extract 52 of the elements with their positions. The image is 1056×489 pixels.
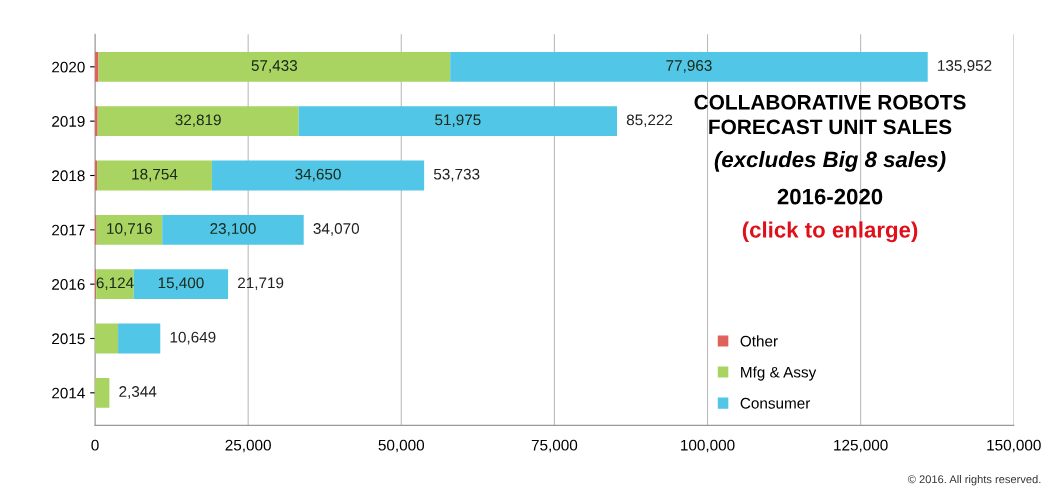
bar	[118, 323, 161, 354]
data-label: 32,819	[175, 114, 221, 128]
y-tick-label: 2016	[52, 279, 85, 290]
total-label: 85,222	[626, 114, 673, 128]
y-tick-label: 2015	[52, 333, 85, 345]
y-tick-label: 2020	[52, 61, 85, 73]
data-label: 6,124	[96, 277, 134, 291]
bar	[96, 269, 134, 300]
x-tick-label: 150,000	[987, 439, 1041, 453]
y-tick-label: 2014	[52, 387, 85, 399]
bar	[162, 214, 304, 245]
bar	[95, 377, 110, 408]
legend-label: Consumer	[740, 397, 811, 409]
x-tick-label: 125,000	[834, 439, 888, 453]
total-label: 53,733	[433, 168, 480, 182]
total-label: 135,952	[938, 60, 992, 73]
annotation: 2016-2020	[777, 188, 883, 205]
data-label: 77,963	[666, 60, 712, 73]
bar	[133, 269, 229, 300]
x-tick-label: 0	[91, 439, 99, 451]
text: (excludes Big 8 sales)	[714, 151, 946, 172]
total-label: 21,719	[238, 277, 284, 291]
data-label: 34,650	[295, 168, 341, 182]
bar	[96, 214, 163, 245]
x-tick-label: 75,000	[531, 439, 578, 453]
text: © 2016. All rights reserved.	[907, 475, 1041, 486]
legend-label: Other	[740, 335, 778, 347]
data-label: 10,716	[107, 223, 153, 236]
total-label: 2,344	[119, 386, 157, 399]
x-tick-label: 25,000	[225, 439, 271, 453]
data-label: 23,100	[210, 223, 256, 236]
data-label: 57,433	[251, 60, 298, 73]
annotation: (click to enlarge)	[742, 221, 918, 243]
data-label: 15,400	[158, 277, 204, 291]
x-tick-label: 50,000	[378, 439, 425, 453]
total-label: 34,070	[313, 223, 360, 236]
text: COLLABORATIVE ROBOTS FORECAST UNIT SALES	[694, 94, 966, 135]
bar	[98, 51, 451, 82]
y-tick-label: 2018	[52, 170, 85, 182]
bar	[450, 51, 928, 82]
y-tick-label: 2017	[52, 224, 85, 236]
y-tick-label: 2019	[52, 116, 85, 127]
bar	[95, 323, 119, 354]
bar	[211, 160, 425, 191]
legend-label: Mfg & Assy	[741, 366, 817, 381]
data-label: 18,754	[132, 168, 178, 182]
total-label: 10,649	[170, 331, 216, 345]
data-label: 51,975	[435, 114, 481, 128]
x-tick-label: 100,000	[681, 439, 735, 453]
bar	[97, 106, 299, 137]
bar	[97, 160, 212, 191]
bar	[298, 106, 618, 137]
